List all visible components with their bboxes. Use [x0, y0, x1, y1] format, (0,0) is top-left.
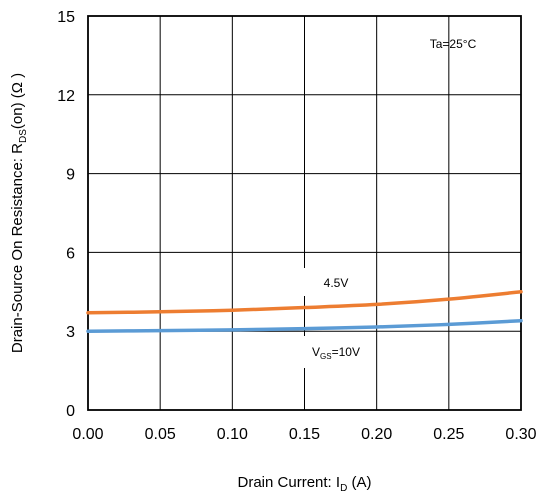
- y-axis-label: Drain-Source On Resistance: RDS(on) (Ω ): [9, 73, 29, 353]
- annotation-bg-45v: [298, 268, 374, 296]
- y-tick-label: 12: [57, 88, 75, 105]
- series-label-10v: VGS=10V: [312, 345, 360, 361]
- series-label-10v-sub: GS: [320, 352, 332, 361]
- x-tick-labels: 0.00 0.05 0.10 0.15 0.20 0.25 0.30: [72, 426, 536, 443]
- series-line-4-5v: [86, 290, 523, 315]
- x-tick-label: 0.20: [361, 426, 392, 443]
- y-tick-label: 6: [66, 245, 75, 262]
- x-axis-label: Drain Current: ID (A): [238, 474, 372, 494]
- temperature-annotation: Ta=25°C: [430, 37, 477, 51]
- plot-frame: [87, 15, 522, 411]
- y-axis-label-main: Drain-Source On Resistance: R: [9, 143, 26, 353]
- y-tick-labels: 0 3 6 9 12 15: [57, 9, 75, 420]
- chart-series: [86, 290, 523, 333]
- y-axis-label-sub: DS: [18, 129, 29, 143]
- x-axis-label-sub: D: [340, 483, 347, 494]
- series-label-4-5v: 4.5V: [324, 276, 349, 290]
- x-axis-label-main: Drain Current: I: [238, 474, 341, 491]
- x-tick-label: 0.25: [433, 426, 464, 443]
- x-tick-label: 0.05: [145, 426, 176, 443]
- annotation-bg-10v: [298, 336, 374, 368]
- y-tick-label: 3: [66, 324, 75, 341]
- x-tick-label: 0.30: [505, 426, 536, 443]
- y-tick-label: 9: [66, 167, 75, 184]
- x-tick-label: 0.10: [217, 426, 248, 443]
- x-tick-label: 0.00: [72, 426, 103, 443]
- y-axis-label-tail: (on) (Ω ): [9, 73, 26, 129]
- x-tick-label: 0.15: [289, 426, 320, 443]
- series-label-10v-tail: =10V: [332, 345, 360, 359]
- series-label-10v-main: V: [312, 345, 320, 359]
- y-tick-label: 0: [66, 403, 75, 420]
- x-axis-label-tail: (A): [347, 474, 371, 491]
- series-line-10v: [86, 318, 523, 333]
- y-tick-label: 15: [57, 9, 75, 26]
